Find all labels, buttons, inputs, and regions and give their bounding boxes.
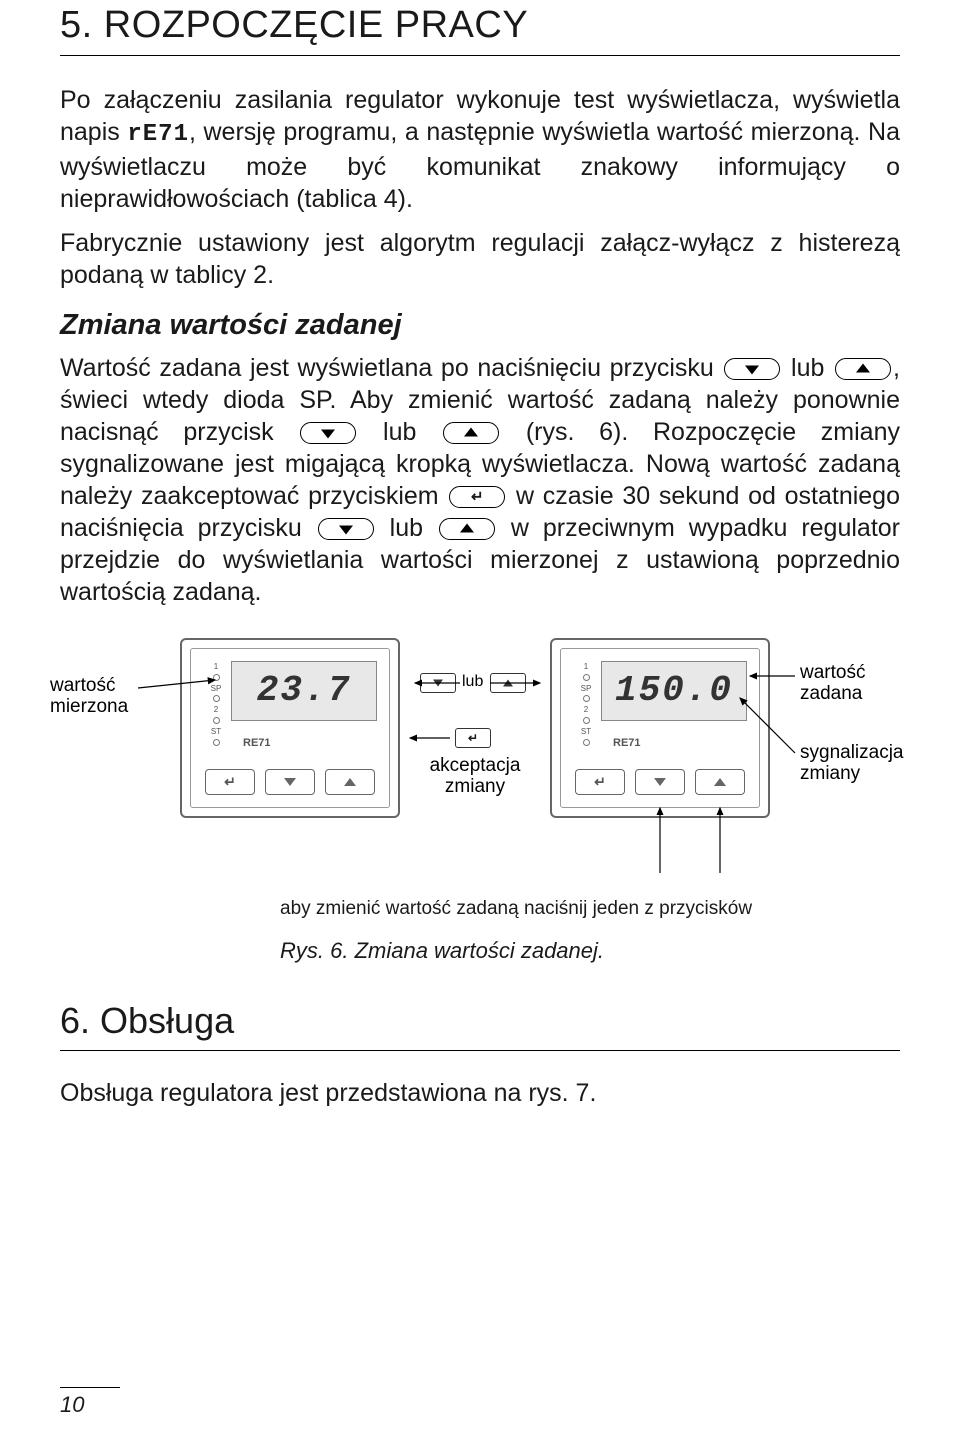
down-button-icon bbox=[724, 358, 780, 380]
model-label: RE71 bbox=[613, 737, 641, 749]
figure-6-diagram: wartość mierzona 1 SP 2 ST 23.7 RE71 lub… bbox=[60, 628, 900, 888]
text: lub bbox=[782, 354, 833, 382]
model-label: RE71 bbox=[243, 737, 271, 749]
bottom-instruction: aby zmienić wartość zadaną naciśnij jede… bbox=[60, 898, 900, 920]
led-column: 1 SP 2 ST bbox=[205, 661, 227, 748]
divider bbox=[60, 55, 900, 56]
text: lub bbox=[376, 514, 437, 542]
lcd-value: 23.7 bbox=[257, 670, 351, 711]
section-6-text: Obsługa regulatora jest przedstawiona na… bbox=[60, 1079, 900, 1108]
display-code: rE71 bbox=[127, 121, 189, 148]
down-button-icon bbox=[300, 422, 356, 444]
divider bbox=[60, 1050, 900, 1051]
lcd-value: 150.0 bbox=[615, 670, 733, 711]
lcd-display: 150.0 bbox=[601, 661, 747, 721]
mid-enter-button bbox=[455, 728, 491, 748]
figure-caption: Rys. 6. Zmiana wartości zadanej. bbox=[60, 938, 900, 964]
para-3: Wartość zadana jest wyświetlana po naciś… bbox=[60, 352, 900, 608]
label-signal: sygnalizacja zmiany bbox=[800, 743, 904, 785]
led-column: 1 SP 2 ST bbox=[575, 661, 597, 748]
device-down-button bbox=[265, 769, 315, 795]
section-5-title: 5. ROZPOCZĘCIE PRACY bbox=[60, 0, 900, 55]
section-6-title: 6. Obsługa bbox=[60, 1000, 900, 1050]
enter-button-icon bbox=[449, 486, 505, 508]
accept-label: akceptacja zmiany bbox=[415, 756, 535, 798]
mid-down-button bbox=[420, 673, 456, 693]
para-2: Fabrycznie ustawiony jest algorytm regul… bbox=[60, 227, 900, 291]
mid-up-button bbox=[490, 673, 526, 693]
device-right: 1 SP 2 ST 150.0 RE71 bbox=[550, 638, 770, 818]
device-down-button bbox=[635, 769, 685, 795]
device-up-button bbox=[325, 769, 375, 795]
up-button-icon bbox=[443, 422, 499, 444]
device-left: 1 SP 2 ST 23.7 RE71 bbox=[180, 638, 400, 818]
subheading-zmiana: Zmiana wartości zadanej bbox=[60, 309, 900, 342]
lcd-display: 23.7 bbox=[231, 661, 377, 721]
up-button-icon bbox=[439, 518, 495, 540]
page-number: 10 bbox=[60, 1387, 120, 1418]
label-setpoint: wartość zadana bbox=[800, 663, 900, 705]
device-enter-button bbox=[205, 769, 255, 795]
device-enter-button bbox=[575, 769, 625, 795]
para-1: Po załączeniu zasilania regulator wykonu… bbox=[60, 84, 900, 215]
up-button-icon bbox=[835, 358, 891, 380]
text: Wartość zadana jest wyświetlana po naciś… bbox=[60, 354, 722, 382]
text: lub bbox=[358, 418, 441, 446]
mid-or-label: lub bbox=[462, 673, 483, 691]
down-button-icon bbox=[318, 518, 374, 540]
device-up-button bbox=[695, 769, 745, 795]
label-measured-value: wartość mierzona bbox=[50, 676, 160, 718]
